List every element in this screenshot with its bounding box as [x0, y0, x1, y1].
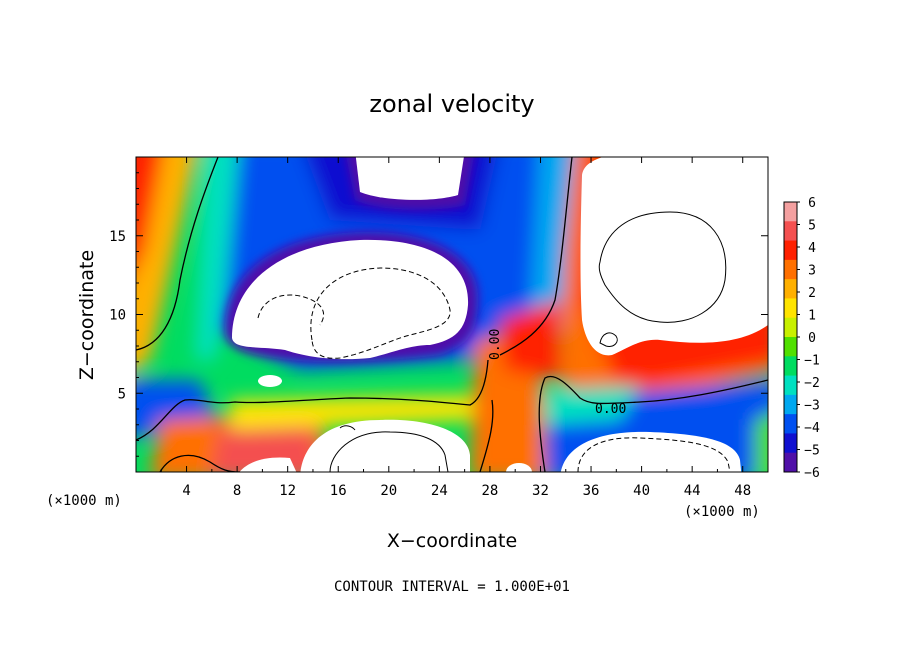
contour-label-horizontal: 0.00 — [595, 402, 626, 417]
colorbar-swatch — [784, 317, 797, 338]
field-region-mid-yellow — [230, 395, 480, 430]
contour-dashed-upper — [310, 267, 451, 359]
contour-line-lower-right — [538, 375, 768, 472]
colorbar-tick-label: −4 — [804, 421, 820, 436]
contour-dashed-bottom-right — [577, 437, 731, 472]
zero-contours — [136, 157, 768, 472]
x-tick-label: 20 — [380, 483, 397, 499]
colorbar-tick-label: 2 — [808, 286, 816, 301]
colorbar-swatch — [784, 337, 797, 357]
colorbar-tick-label: 5 — [808, 219, 816, 234]
field-region-right-lower-cyan — [545, 385, 640, 425]
colorbar-swatch — [784, 356, 797, 377]
field-region-right-edge-green — [755, 414, 768, 472]
contour-line-bottom-loop — [329, 431, 449, 472]
colorbar-tick-label: −1 — [804, 354, 820, 369]
saturation-region-bottom-center — [506, 463, 532, 472]
y-tick-label: 15 — [109, 229, 126, 245]
colorbar-swatch — [784, 279, 797, 299]
x-tick-label: 36 — [583, 483, 600, 499]
x-tick-label: 4 — [182, 483, 190, 499]
colorbar-swatch — [784, 414, 797, 434]
x-tick-label: 12 — [279, 483, 296, 499]
colorbar-swatch — [784, 221, 797, 242]
saturation-region-small-blob — [258, 375, 282, 387]
colorbar-tick-label: 4 — [808, 241, 816, 256]
colorbar-tick-label: 3 — [808, 264, 816, 279]
contour-interval-note: CONTOUR INTERVAL = 1.000E+01 — [334, 579, 570, 595]
colorbar-tick-label: −5 — [804, 444, 820, 459]
field-region-cyan-strip — [195, 157, 239, 360]
contour-line-small-loop — [599, 332, 618, 347]
colorbar-swatch — [784, 394, 797, 415]
y-tick-label: 10 — [109, 308, 126, 324]
contour-line-bottom-left — [159, 454, 241, 472]
x-tick-label: 32 — [532, 483, 549, 499]
saturation-region-bottom-right — [560, 431, 742, 472]
colorbar-tick-label: −6 — [804, 466, 820, 481]
saturation-region-bottom-left — [300, 419, 470, 472]
contour-line-right-inner — [598, 211, 727, 323]
negative-contours — [257, 267, 731, 472]
contour-line-center-right — [499, 157, 573, 356]
contour-line-upper-tick — [339, 425, 356, 431]
colorbar: 6 5 4 3 2 1 0 −1 −2 −3 −4 −5 −6 — [783, 196, 820, 481]
contour-dashed-small — [257, 294, 325, 326]
y-axis: 5 10 15 — [109, 172, 768, 457]
saturation-region-right — [580, 157, 768, 356]
saturation-region-bottom-left2 — [239, 457, 297, 472]
contour-label-vertical: 0.00 — [488, 329, 503, 360]
colorbar-tick-label: 1 — [808, 309, 816, 324]
colorbar-swatch — [784, 240, 797, 261]
colorbar-swatch — [784, 298, 797, 319]
x-tick-label: 40 — [633, 483, 650, 499]
contour-line-left — [136, 157, 219, 351]
contour-line-center-bottom — [479, 399, 494, 472]
x-tick-label: 24 — [431, 483, 448, 499]
heatmap-field — [136, 157, 768, 472]
colorbar-tick-label: 0 — [808, 331, 816, 346]
x-unit-left: (×1000 m) — [46, 493, 122, 509]
chart-title: zonal velocity — [369, 90, 534, 118]
y-axis-label: Z−coordinate — [76, 250, 98, 380]
saturation-region-top — [355, 157, 464, 200]
x-tick-label: 8 — [233, 483, 241, 499]
x-tick-label: 16 — [330, 483, 347, 499]
y-tick-label: 5 — [118, 386, 126, 402]
x-axis: 4 8 12 16 20 24 28 32 36 40 44 48 — [160, 157, 751, 499]
x-tick-label: 44 — [684, 483, 701, 499]
colorbar-swatch — [784, 202, 797, 222]
colorbar-swatch — [784, 259, 797, 280]
colorbar-tick-label: −2 — [804, 376, 820, 391]
contour-line-mid-band — [136, 359, 489, 441]
x-unit-right: (×1000 m) — [684, 504, 760, 520]
x-tick-label: 28 — [481, 483, 498, 499]
colorbar-swatch — [784, 452, 797, 473]
x-axis-label: X−coordinate — [387, 530, 517, 552]
x-tick-label: 48 — [734, 483, 751, 499]
field-region-left-red — [136, 157, 162, 268]
colorbar-swatch — [784, 433, 797, 454]
colorbar-swatch — [784, 375, 797, 396]
colorbar-tick-label: −3 — [804, 399, 820, 414]
colorbar-tick-label: 6 — [808, 196, 816, 211]
saturation-region-upper-left — [232, 239, 469, 360]
